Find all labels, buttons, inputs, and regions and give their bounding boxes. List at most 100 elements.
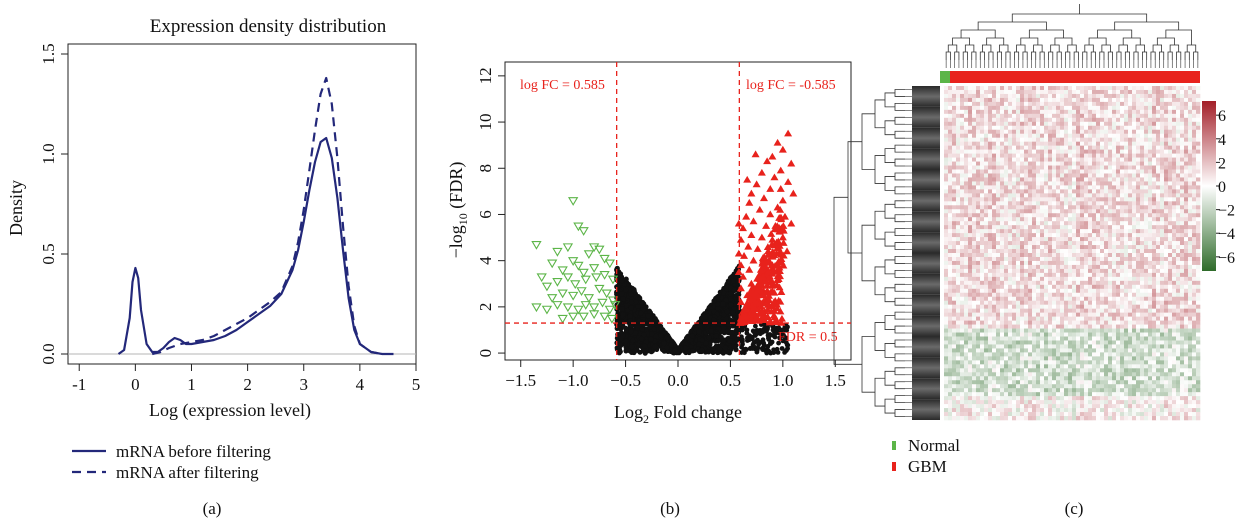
- heatmap-cell: [1036, 129, 1041, 135]
- heatmap-cell: [1012, 97, 1017, 103]
- point-downregulated: [557, 266, 568, 276]
- heatmap-cell: [1128, 129, 1133, 135]
- heatmap-cell: [960, 181, 965, 186]
- heatmap-cell: [964, 213, 969, 218]
- heatmap-cell: [972, 185, 977, 190]
- heatmap-cell: [1036, 97, 1041, 103]
- dendrogram-branch: [1122, 37, 1141, 45]
- heatmap-cell: [952, 197, 957, 202]
- point-not-significant: [705, 319, 711, 325]
- heatmap-cell: [1172, 213, 1177, 218]
- heatmap-cell: [1172, 189, 1177, 194]
- heatmap-cell: [960, 217, 965, 222]
- heatmap-cell: [1172, 153, 1177, 158]
- heatmap-cell: [944, 209, 949, 214]
- heatmap-cell: [960, 161, 965, 166]
- heatmap-cell: [976, 141, 981, 146]
- heatmap-cell: [1056, 173, 1061, 178]
- heatmap-cell: [1156, 177, 1161, 182]
- heatmap-cell: [1060, 197, 1065, 202]
- heatmap-cell: [948, 86, 953, 91]
- heatmap-cell: [1136, 105, 1141, 111]
- heatmap-cell: [1076, 185, 1081, 190]
- heatmap-cell: [1116, 165, 1121, 170]
- heatmap-cell: [1056, 105, 1061, 111]
- heatmap-cell: [1004, 209, 1009, 214]
- group-bar-normal: [940, 71, 950, 83]
- heatmap-cell: [1120, 145, 1125, 150]
- dendrogram-branch: [960, 29, 996, 38]
- heatmap-cell: [964, 109, 969, 115]
- heatmap-cell: [1024, 177, 1029, 182]
- heatmap-cell: [992, 177, 997, 182]
- heatmap-cell: [996, 185, 1001, 190]
- heatmap-cell: [1104, 105, 1109, 111]
- heatmap-cell: [1104, 209, 1109, 214]
- point-not-significant: [731, 344, 737, 350]
- heatmap-cell: [1060, 153, 1065, 158]
- heatmap-cell: [1140, 197, 1145, 202]
- dendrogram-branch: [894, 297, 905, 306]
- heatmap-cell: [984, 113, 989, 119]
- heatmap-cell: [1160, 153, 1165, 158]
- heatmap-cell: [1172, 97, 1177, 103]
- heatmap-cell: [1076, 133, 1081, 138]
- heatmap-cell: [1136, 129, 1141, 135]
- dendrogram-branch: [894, 311, 905, 320]
- heatmap-cell: [1036, 185, 1041, 190]
- heatmap-cell: [1104, 113, 1109, 119]
- heatmap-cell: [1172, 217, 1177, 222]
- heatmap-cell: [1076, 109, 1081, 115]
- heatmap-cell: [1060, 137, 1065, 142]
- heatmap-cell: [964, 117, 969, 123]
- dendrogram-branch: [1142, 51, 1148, 60]
- dendrogram-branch: [884, 259, 895, 275]
- heatmap-cell: [1144, 129, 1149, 135]
- heatmap-cell: [972, 93, 977, 99]
- heatmap-cell: [1188, 217, 1193, 222]
- heatmap-cell: [956, 129, 961, 135]
- heatmap-cell: [984, 145, 989, 150]
- heatmap-cell: [968, 133, 973, 138]
- heatmap-cell: [1048, 113, 1053, 119]
- heatmap-cell: [1116, 93, 1121, 99]
- heatmap-cell: [1120, 157, 1125, 162]
- heatmap-cell: [1088, 157, 1093, 162]
- heatmap-cell: [968, 137, 973, 142]
- heatmap-cell: [1048, 145, 1053, 150]
- heatmap-cell: [1092, 125, 1097, 131]
- heatmap-cell: [1176, 157, 1181, 162]
- heatmap-cell: [1172, 165, 1177, 170]
- heatmap-cell: [1088, 101, 1093, 107]
- heatmap-cell: [1012, 217, 1017, 222]
- point-upregulated: [770, 173, 779, 181]
- heatmap-cell: [996, 141, 1001, 146]
- heatmap-cell: [1068, 213, 1073, 218]
- heatmap-cell: [960, 105, 965, 111]
- point-downregulated: [573, 261, 584, 271]
- dendrogram-branch: [884, 92, 895, 108]
- heatmap-cell: [1196, 101, 1201, 107]
- heatmap-cell: [996, 149, 1001, 154]
- heatmap-cell: [968, 193, 973, 198]
- heatmap-cell: [1000, 109, 1005, 115]
- heatmap-cell: [996, 137, 1001, 142]
- heatmap-cell: [1148, 117, 1153, 123]
- heatmap-cell: [964, 97, 969, 103]
- heatmap-cell: [1080, 109, 1085, 115]
- heatmap-cell: [1064, 121, 1069, 127]
- heatmap-cell: [984, 109, 989, 115]
- heatmap-cell: [1116, 161, 1121, 166]
- heatmap-cell: [1084, 169, 1089, 174]
- heatmap-cell: [1192, 177, 1197, 182]
- heatmap-cell: [1084, 209, 1089, 214]
- heatmap-cell: [1128, 89, 1133, 95]
- heatmap-cell: [996, 165, 1001, 170]
- heatmap-cell: [1144, 137, 1149, 142]
- heatmap-cell: [1088, 161, 1093, 166]
- heatmap-cell: [1032, 145, 1037, 150]
- heatmap-cell: [1156, 121, 1161, 127]
- heatmap-cell: [1152, 101, 1157, 107]
- heatmap-cell: [1048, 137, 1053, 142]
